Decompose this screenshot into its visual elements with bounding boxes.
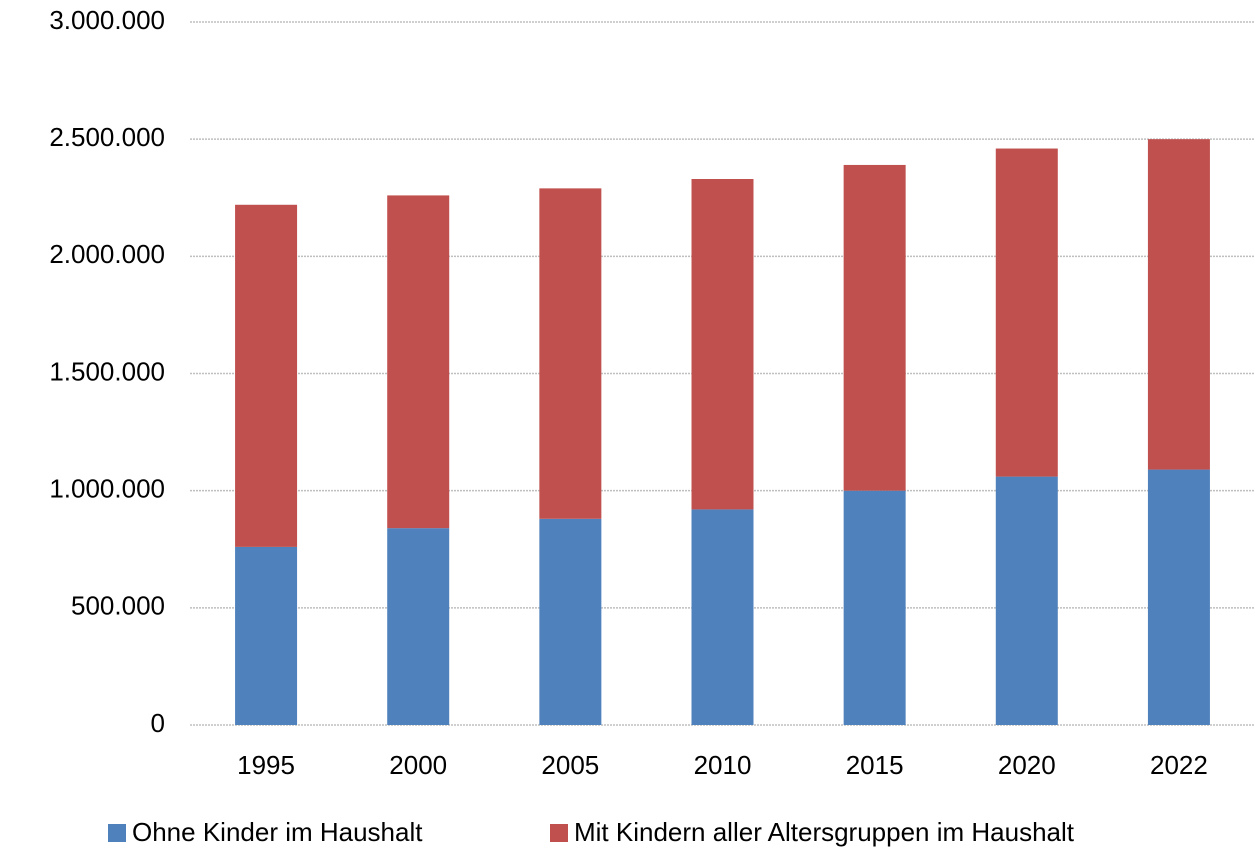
y-tick-label: 3.000.000 — [49, 5, 165, 35]
bar-segment — [1147, 469, 1210, 725]
x-tick-label: 2020 — [998, 750, 1056, 780]
bar-segment — [387, 528, 450, 725]
bar-segment — [235, 546, 298, 725]
legend-swatch — [108, 824, 126, 842]
bar-segment — [691, 509, 754, 725]
bar-segment — [539, 518, 602, 725]
x-tick-label: 1995 — [237, 750, 295, 780]
y-tick-label: 1.500.000 — [49, 356, 165, 386]
y-tick-label: 2.000.000 — [49, 239, 165, 269]
bar-segment — [995, 148, 1058, 477]
x-tick-label: 2005 — [541, 750, 599, 780]
legend-label: Mit Kindern aller Altersgruppen im Haush… — [574, 817, 1075, 847]
y-tick-label: 0 — [151, 708, 165, 738]
x-tick-label: 2022 — [1150, 750, 1208, 780]
legend-swatch — [550, 824, 568, 842]
y-tick-label: 2.500.000 — [49, 122, 165, 152]
bar-segment — [235, 204, 298, 547]
y-tick-label: 1.000.000 — [49, 474, 165, 504]
bar-segment — [691, 179, 754, 510]
bar-segment — [539, 188, 602, 519]
bar-segment — [843, 490, 906, 725]
bar-segment — [387, 195, 450, 529]
x-tick-label: 2000 — [389, 750, 447, 780]
x-tick-label: 2015 — [846, 750, 904, 780]
bar-segment — [995, 476, 1058, 725]
y-tick-label: 500.000 — [71, 591, 165, 621]
bar-segment — [1147, 139, 1210, 470]
x-tick-label: 2010 — [694, 750, 752, 780]
legend-label: Ohne Kinder im Haushalt — [132, 817, 423, 847]
bar-segment — [843, 164, 906, 491]
